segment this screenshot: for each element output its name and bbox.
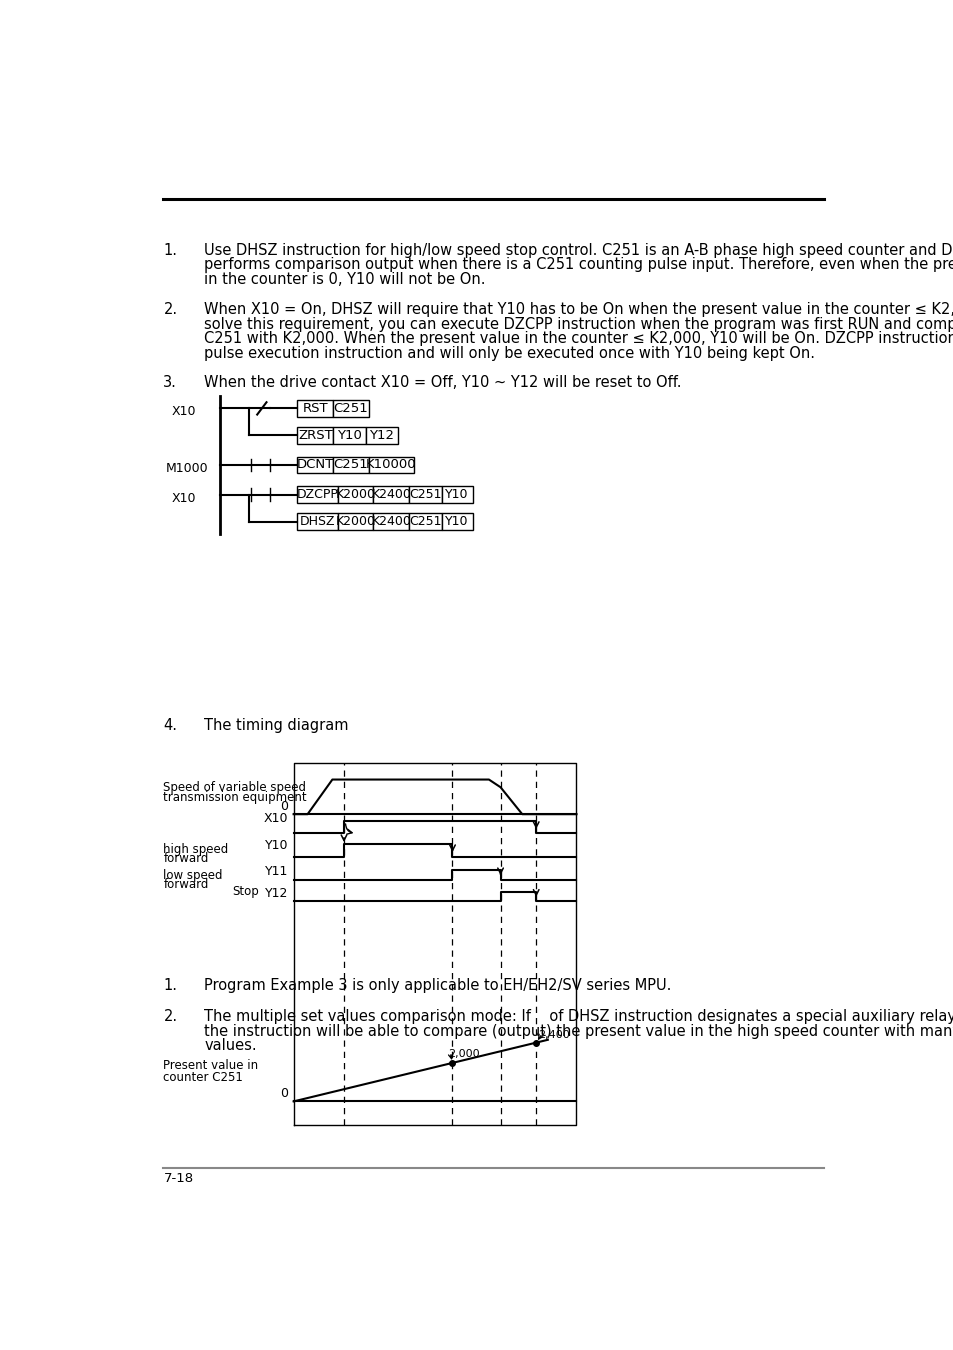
Text: M1000: M1000 (166, 462, 208, 475)
FancyBboxPatch shape (297, 456, 333, 474)
Text: C251: C251 (409, 489, 441, 501)
Text: high speed: high speed (163, 842, 229, 856)
Text: forward: forward (163, 878, 209, 891)
Text: the instruction will be able to compare (output) the present value in the high s: the instruction will be able to compare … (204, 1023, 953, 1038)
Text: DZCPP: DZCPP (296, 489, 338, 501)
FancyBboxPatch shape (409, 513, 441, 531)
Text: 7-18: 7-18 (163, 1172, 193, 1185)
Text: Use DHSZ instruction for high/low speed stop control. C251 is an A-B phase high : Use DHSZ instruction for high/low speed … (204, 243, 953, 258)
FancyBboxPatch shape (337, 486, 373, 504)
Text: X10: X10 (263, 811, 288, 825)
Text: pulse execution instruction and will only be executed once with Y10 being kept O: pulse execution instruction and will onl… (204, 346, 815, 360)
Text: 0: 0 (280, 801, 288, 814)
FancyBboxPatch shape (333, 400, 369, 417)
Text: C251: C251 (409, 516, 441, 528)
Text: K2000: K2000 (335, 516, 375, 528)
Text: K10000: K10000 (366, 459, 416, 471)
Text: DHSZ: DHSZ (299, 516, 335, 528)
Text: 2,400: 2,400 (537, 1030, 569, 1041)
Text: 2.: 2. (163, 1008, 177, 1025)
Text: 2,000: 2,000 (448, 1049, 479, 1058)
Text: performs comparison output when there is a C251 counting pulse input. Therefore,: performs comparison output when there is… (204, 258, 953, 273)
FancyBboxPatch shape (441, 486, 472, 504)
Text: The multiple set values comparison mode: If    of DHSZ instruction designates a : The multiple set values comparison mode:… (204, 1008, 953, 1025)
FancyBboxPatch shape (369, 456, 414, 474)
Text: Y12: Y12 (369, 429, 394, 441)
FancyBboxPatch shape (337, 513, 373, 531)
Text: X10: X10 (172, 405, 196, 418)
Text: K2400: K2400 (371, 489, 411, 501)
Text: When the drive contact X10 = Off, Y10 ~ Y12 will be reset to Off.: When the drive contact X10 = Off, Y10 ~ … (204, 375, 681, 390)
FancyBboxPatch shape (373, 513, 409, 531)
Text: K2000: K2000 (335, 489, 375, 501)
Text: Program Example 3 is only applicable to EH/EH2/SV series MPU.: Program Example 3 is only applicable to … (204, 979, 671, 994)
FancyBboxPatch shape (365, 427, 397, 444)
Text: solve this requirement, you can execute DZCPP instruction when the program was f: solve this requirement, you can execute … (204, 317, 953, 332)
Text: low speed: low speed (163, 869, 223, 882)
FancyBboxPatch shape (333, 427, 365, 444)
FancyBboxPatch shape (441, 513, 472, 531)
FancyBboxPatch shape (297, 427, 333, 444)
Text: Y10: Y10 (264, 840, 288, 852)
Text: Y11: Y11 (265, 865, 288, 879)
Text: values.: values. (204, 1038, 257, 1053)
Text: C251: C251 (334, 459, 368, 471)
Text: Speed of variable speed: Speed of variable speed (163, 782, 306, 794)
Text: C251 with K2,000. When the present value in the counter ≤ K2,000, Y10 will be On: C251 with K2,000. When the present value… (204, 331, 953, 347)
Text: 0: 0 (280, 1087, 288, 1100)
Text: RST: RST (302, 402, 328, 414)
Text: forward: forward (163, 852, 209, 865)
Text: transmission equipment: transmission equipment (163, 791, 307, 805)
Text: The timing diagram: The timing diagram (204, 718, 349, 733)
Text: X10: X10 (172, 491, 196, 505)
Text: Y10: Y10 (336, 429, 361, 441)
Text: Stop: Stop (232, 884, 258, 898)
Text: ZRST: ZRST (297, 429, 333, 441)
FancyBboxPatch shape (409, 486, 441, 504)
FancyBboxPatch shape (297, 486, 337, 504)
FancyBboxPatch shape (373, 486, 409, 504)
Text: 1.: 1. (163, 243, 177, 258)
Text: 3.: 3. (163, 375, 177, 390)
Text: DCNT: DCNT (296, 459, 334, 471)
Text: K2400: K2400 (371, 516, 411, 528)
Text: C251: C251 (334, 402, 368, 414)
FancyBboxPatch shape (297, 513, 337, 531)
Text: Present value in: Present value in (163, 1058, 258, 1072)
Text: in the counter is 0, Y10 will not be On.: in the counter is 0, Y10 will not be On. (204, 273, 485, 288)
Text: Y12: Y12 (265, 887, 288, 900)
FancyBboxPatch shape (333, 456, 369, 474)
Text: When X10 = On, DHSZ will require that Y10 has to be On when the present value in: When X10 = On, DHSZ will require that Y1… (204, 302, 953, 317)
Text: 1.: 1. (163, 979, 177, 994)
Text: Y10: Y10 (445, 516, 469, 528)
Text: 2.: 2. (163, 302, 177, 317)
Text: Y10: Y10 (445, 489, 469, 501)
Text: counter C251: counter C251 (163, 1071, 243, 1084)
FancyBboxPatch shape (297, 400, 333, 417)
Text: 4.: 4. (163, 718, 177, 733)
